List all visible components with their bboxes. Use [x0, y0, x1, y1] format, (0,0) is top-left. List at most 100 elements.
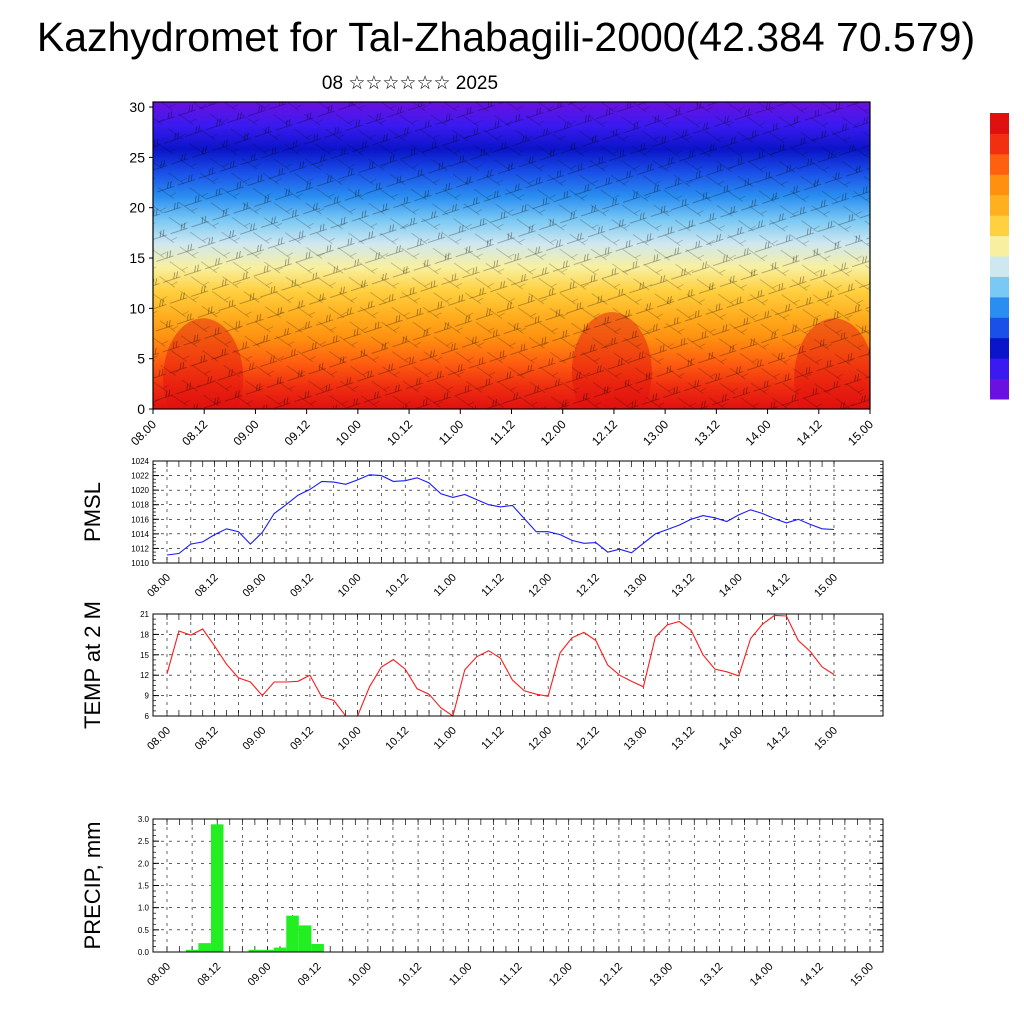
y-tick-label: 6: [145, 712, 150, 721]
y-tick-label: 0: [137, 401, 145, 417]
x-tick-label: 09.12: [288, 572, 316, 600]
colorbar-swatch: [990, 317, 1009, 339]
y-tick-label: 3.0: [138, 815, 150, 824]
y-tick-label: 2.0: [138, 859, 150, 868]
x-tick-label: 12.12: [589, 417, 620, 448]
x-tick-label: 10.00: [336, 725, 364, 753]
precip-bar: [261, 949, 274, 952]
x-tick-label: 12.12: [574, 572, 602, 600]
precip-bar: [286, 915, 299, 952]
x-tick-label: 13.00: [622, 572, 650, 600]
x-tick-label: 11.12: [497, 961, 524, 988]
x-tick-label: 09.00: [246, 961, 274, 989]
x-tick-label: 09.12: [288, 725, 316, 753]
x-tick-label: 14.12: [765, 725, 793, 753]
x-tick-label: 08.12: [195, 961, 223, 989]
y-tick-label: 1.0: [138, 904, 150, 913]
y-axis-label: TEMP at 2 M: [80, 601, 105, 729]
x-tick-label: 11.12: [479, 725, 506, 752]
x-tick-label: 12.00: [526, 725, 554, 753]
y-axis-label: PRECIP, mm: [80, 822, 105, 950]
x-tick-label: 08.12: [193, 572, 221, 600]
x-tick-label: 12.00: [547, 961, 575, 989]
wind-barbs-secondary: [153, 102, 870, 409]
x-tick-label: 13.12: [691, 417, 722, 448]
y-tick-label: 2.5: [138, 837, 150, 846]
pmsl-panel: 1010 1012 1014 1016 1018 1020 1022 1024 08.00 08.…: [80, 457, 884, 600]
x-tick-label: 14.12: [798, 961, 826, 989]
x-tick-label: 13.00: [640, 417, 671, 448]
x-tick-label: 10.12: [383, 725, 411, 753]
series-line: [166, 474, 835, 556]
colorbar-swatch: [990, 215, 1009, 237]
x-tick-label: 10.00: [336, 572, 364, 600]
x-tick-label: 12.12: [574, 725, 602, 753]
chart-subtitle: 08 ☆☆☆☆☆☆ 2025: [321, 73, 499, 94]
x-tick-label: 14.12: [794, 417, 825, 448]
colorbar-swatch: [990, 378, 1009, 400]
x-tick-label: 12.00: [538, 417, 569, 448]
x-tick-label: 08.00: [145, 961, 173, 989]
colorbar-swatch: [990, 174, 1009, 196]
x-tick-label: 10.12: [384, 417, 415, 448]
x-tick-label: 10.00: [333, 417, 364, 448]
x-tick-label: 15.00: [845, 417, 876, 448]
x-tick-label: 08.12: [193, 725, 221, 753]
x-tick-label: 11.00: [447, 961, 474, 988]
colorbar-swatch: [990, 133, 1009, 155]
panel-frame: [152, 818, 884, 953]
y-tick-label: 1016: [131, 515, 149, 524]
precip-bar: [311, 944, 324, 952]
y-tick-label: 18: [140, 630, 149, 639]
x-tick-label: 13.00: [647, 961, 675, 989]
y-tick-label: 1014: [131, 530, 149, 539]
x-tick-label: 14.00: [743, 417, 774, 448]
y-tick-label: 0.5: [138, 926, 150, 935]
colorbar-swatch: [990, 235, 1009, 257]
y-tick-label: 12: [140, 671, 149, 680]
x-tick-label: 11.00: [432, 725, 459, 752]
x-tick-label: 10.00: [346, 961, 374, 989]
y-tick-label: 21: [140, 610, 149, 619]
series-line: [166, 614, 835, 717]
y-tick-label: 15: [140, 651, 149, 660]
x-tick-label: 14.12: [765, 572, 793, 600]
y-tick-label: 9: [145, 692, 150, 701]
colorbar-swatch: [990, 337, 1009, 359]
y-tick-label: 1012: [131, 544, 149, 553]
y-tick-label: 1010: [131, 559, 149, 568]
colorbar-swatch: [990, 256, 1009, 277]
colorbar-swatch: [990, 113, 1009, 134]
x-tick-label: 15.00: [812, 725, 840, 753]
colorbar-swatch: [990, 194, 1009, 216]
panel-frame: [152, 613, 884, 717]
precip-bar: [298, 925, 312, 952]
colorbar-swatch: [990, 276, 1009, 298]
x-tick-label: 08.00: [145, 572, 173, 600]
y-axis-label: PMSL: [80, 482, 105, 542]
x-tick-label: 09.00: [230, 417, 261, 448]
x-tick-label: 08.00: [145, 725, 173, 753]
x-tick-label: 14.00: [717, 572, 745, 600]
precip-bar: [273, 947, 287, 952]
precip-bar: [210, 824, 224, 952]
x-tick-label: 08.00: [128, 417, 159, 448]
x-tick-label: 15.00: [848, 961, 876, 989]
x-tick-label: 09.00: [240, 572, 268, 600]
colorbar-swatch: [990, 358, 1009, 380]
panel-frame: [152, 460, 884, 564]
x-tick-label: 13.12: [698, 961, 726, 989]
y-tick-label: 5: [137, 351, 145, 367]
colorbar: [990, 113, 1009, 400]
colorbar-swatch: [990, 296, 1009, 318]
cross-section-panel: 0 5 10 15 20 25 30 08.00 08.12 09.00 09.12 10.00 10.…: [128, 99, 876, 448]
y-tick-label: 1022: [131, 472, 149, 481]
x-tick-label: 13.12: [669, 725, 697, 753]
x-tick-label: 09.12: [282, 417, 313, 448]
x-tick-label: 08.12: [179, 417, 210, 448]
x-tick-label: 11.00: [432, 572, 459, 599]
y-tick-label: 1024: [131, 457, 149, 466]
precip-panel: 0.0 0.5 1.0 1.5 2.0 2.5 3.0 08.00 08.12 09.00 09.1…: [80, 815, 884, 989]
y-tick-label: 15: [129, 250, 145, 266]
x-tick-label: 11.00: [436, 417, 467, 448]
